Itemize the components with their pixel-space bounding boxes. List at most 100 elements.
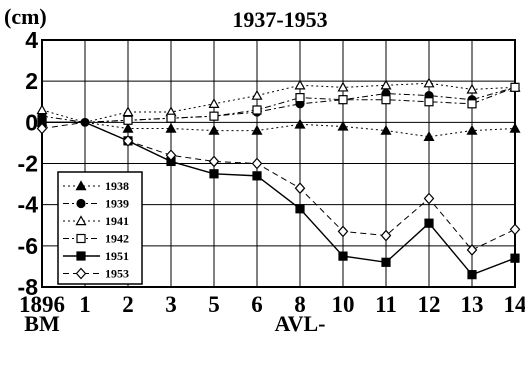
x-tick-label: 5	[208, 292, 220, 317]
marker-legend-1941	[75, 215, 87, 226]
marker-1953	[423, 192, 435, 205]
marker-1951	[381, 257, 391, 267]
marker-1951	[209, 169, 219, 179]
y-tick-label: -2	[18, 151, 38, 177]
marker-1942	[338, 95, 348, 105]
marker-1941	[380, 79, 392, 90]
x-tick-label: 10	[332, 292, 355, 317]
legend-box	[57, 171, 143, 285]
marker-legend-1953	[75, 267, 87, 280]
marker-1942	[424, 97, 434, 107]
marker-1951	[252, 171, 262, 181]
x-tick-label: 1	[79, 292, 91, 317]
plot-frame	[41, 39, 516, 288]
series-1942	[37, 82, 520, 127]
legend-item-1953: 1953	[63, 267, 129, 281]
marker-1938	[380, 124, 392, 135]
y-unit-label: (cm)	[4, 4, 47, 29]
y-tick-label: -8	[18, 274, 39, 300]
marker-1938	[337, 120, 349, 131]
legend-item-1942: 1942	[63, 232, 129, 246]
marker-legend-1942	[76, 233, 86, 244]
series-1953	[36, 121, 521, 256]
series-line-1938	[42, 121, 516, 138]
y-tick-label: -4	[18, 192, 39, 218]
x-sublabel: AVL-	[275, 311, 326, 336]
marker-1953	[509, 223, 521, 236]
marker-1941	[122, 106, 134, 117]
marker-1938	[251, 124, 263, 135]
marker-1938	[165, 122, 177, 133]
marker-common-origin	[80, 117, 90, 127]
marker-1951	[510, 253, 520, 263]
legend-label-1938: 1938	[105, 179, 129, 193]
y-tick-label: -6	[18, 233, 38, 259]
marker-1938	[466, 124, 478, 135]
x-tick-label: 3	[165, 292, 177, 317]
marker-legend-1938	[75, 180, 87, 191]
series-1939	[37, 82, 520, 125]
series-group	[36, 77, 521, 280]
x-tick-label: 2	[122, 292, 134, 317]
marker-1942	[252, 105, 262, 115]
y-axis-ticks: 4 2 0 -2 -4 -6 -8	[18, 27, 39, 300]
x-tick-label: 13	[461, 292, 484, 317]
marker-1953	[165, 149, 177, 162]
legend-label-1953: 1953	[105, 267, 129, 281]
x-tick-label: 6	[251, 292, 263, 317]
marker-1942	[166, 113, 176, 123]
marker-1942	[467, 99, 477, 109]
marker-legend-1951	[76, 251, 86, 261]
marker-1953	[208, 155, 220, 168]
y-tick-label: 4	[25, 27, 38, 53]
marker-1951	[295, 204, 305, 214]
legend-item-1951: 1951	[63, 249, 129, 263]
marker-1938	[122, 122, 134, 133]
marker-1942	[123, 115, 133, 125]
marker-1953	[294, 182, 306, 195]
marker-1941	[294, 79, 306, 90]
x-tick-label: 1896	[19, 292, 65, 317]
marker-1938	[208, 124, 220, 135]
marker-1938	[423, 131, 435, 141]
x-tick-label: 8	[294, 292, 306, 317]
legend: 1938 1939 1941 1942 1951 1953	[57, 171, 143, 285]
marker-1938	[294, 118, 306, 129]
marker-1953	[36, 122, 48, 135]
chart-title: 1937-1953	[232, 7, 327, 32]
series-1938	[36, 116, 521, 141]
legend-label-1939: 1939	[105, 197, 129, 211]
legend-label-1942: 1942	[105, 232, 129, 246]
series-line-1941	[41, 82, 516, 123]
x-tick-label: 14	[504, 292, 525, 317]
marker-1953	[337, 225, 349, 238]
marker-1951	[424, 218, 434, 228]
marker-1941	[466, 83, 478, 94]
marker-1951	[338, 251, 348, 261]
marker-1941	[36, 104, 48, 115]
marker-1941	[423, 77, 435, 88]
x-sublabel: BM	[24, 311, 60, 336]
marker-1941	[208, 98, 220, 109]
x-tick-label: 11	[375, 292, 397, 317]
marker-1951	[467, 270, 477, 280]
marker-1942	[381, 95, 391, 105]
marker-1953	[380, 229, 392, 242]
y-tick-label: 0	[25, 109, 38, 135]
marker-1941	[337, 81, 349, 92]
marker-legend-1939	[76, 198, 86, 209]
series-line-1942	[42, 86, 516, 123]
marker-1942	[209, 111, 219, 121]
marker-1953	[466, 244, 478, 256]
x-tick-label: 12	[418, 292, 441, 317]
series-line-1939	[41, 86, 516, 123]
series-line-1953	[41, 121, 516, 251]
marker-1953	[122, 134, 134, 147]
legend-item-1938: 1938	[63, 179, 129, 193]
marker-1953	[251, 157, 263, 170]
y-tick-label: 2	[25, 68, 38, 94]
marker-1938	[509, 122, 521, 133]
marker-1941	[251, 89, 263, 100]
